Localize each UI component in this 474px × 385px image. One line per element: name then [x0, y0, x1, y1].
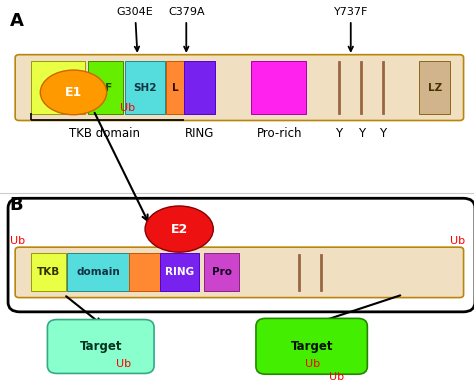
Text: Y: Y: [357, 127, 365, 140]
Text: Ub: Ub: [10, 236, 26, 246]
Text: EF: EF: [98, 83, 113, 92]
Text: L: L: [172, 83, 178, 92]
Text: RING: RING: [185, 127, 215, 140]
Text: Target: Target: [80, 340, 122, 353]
Text: TKB domain: TKB domain: [69, 127, 140, 140]
FancyBboxPatch shape: [88, 61, 123, 114]
Text: Ub: Ub: [450, 236, 465, 246]
Text: Pro-rich: Pro-rich: [257, 127, 302, 140]
FancyBboxPatch shape: [67, 253, 129, 291]
Ellipse shape: [145, 206, 213, 252]
Text: LZ: LZ: [428, 83, 442, 92]
Text: Ub: Ub: [116, 359, 131, 369]
FancyBboxPatch shape: [166, 61, 184, 114]
FancyBboxPatch shape: [419, 61, 450, 114]
Text: Ub: Ub: [329, 372, 344, 382]
Text: B: B: [9, 196, 23, 214]
FancyBboxPatch shape: [204, 253, 239, 291]
FancyBboxPatch shape: [15, 55, 464, 121]
Text: SH2: SH2: [133, 83, 156, 92]
FancyBboxPatch shape: [129, 253, 160, 291]
Text: Ub: Ub: [120, 103, 136, 113]
Text: C379A: C379A: [168, 7, 205, 51]
Text: domain: domain: [76, 268, 120, 277]
Text: Y737F: Y737F: [334, 7, 368, 51]
Text: G304E: G304E: [117, 7, 154, 51]
FancyBboxPatch shape: [160, 253, 199, 291]
Text: RING: RING: [165, 268, 194, 277]
Text: A: A: [9, 12, 23, 30]
FancyBboxPatch shape: [15, 247, 464, 298]
Text: E1: E1: [65, 86, 82, 99]
Text: TKB: TKB: [37, 268, 60, 277]
FancyBboxPatch shape: [251, 61, 306, 114]
FancyBboxPatch shape: [31, 253, 66, 291]
Text: Ub: Ub: [305, 359, 320, 369]
Text: E2: E2: [171, 223, 188, 236]
FancyBboxPatch shape: [125, 61, 165, 114]
Text: Target: Target: [291, 340, 333, 353]
Text: Pro: Pro: [211, 268, 232, 277]
Text: 4H: 4H: [50, 83, 66, 92]
FancyBboxPatch shape: [31, 61, 85, 114]
Ellipse shape: [40, 70, 107, 115]
FancyBboxPatch shape: [256, 318, 367, 374]
FancyBboxPatch shape: [47, 320, 154, 373]
Text: Y: Y: [379, 127, 387, 140]
FancyBboxPatch shape: [184, 61, 215, 114]
Text: Y: Y: [335, 127, 343, 140]
